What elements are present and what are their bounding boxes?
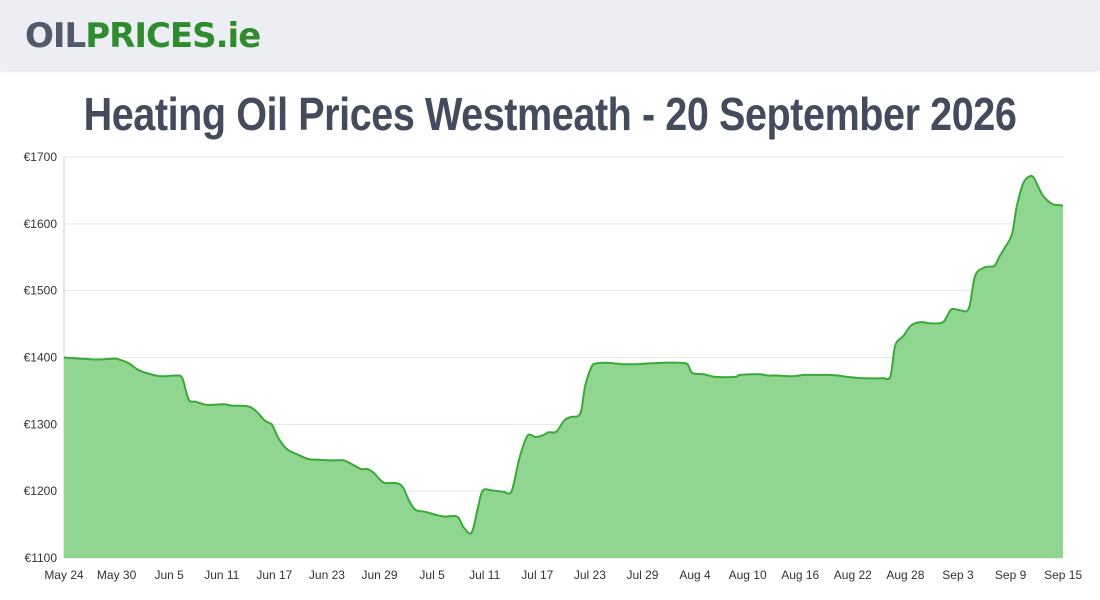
x-tick-label: Aug 16 [781,568,819,582]
x-tick-label: Jun 23 [309,568,345,582]
x-tick-label: Aug 22 [834,568,872,582]
x-tick-label: Jul 29 [626,568,658,582]
chart-axes: €1100 €1200 €1300 €1400 €1500 €1600 €1700 May 2… [24,150,1083,582]
page-title: Heating Oil Prices Westmeath - 20 Septem… [83,88,1017,140]
x-tick-label: Aug 4 [679,568,711,582]
x-tick-label: May 24 [44,568,84,582]
logo-oil-text: OIL [25,16,86,56]
x-tick-label: Aug 10 [729,568,767,582]
site-logo[interactable]: OILPRICES.ie [25,14,261,58]
y-tick-label: €1300 [24,417,58,431]
y-tick-label: €1200 [24,484,58,498]
x-tick-label: Sep 15 [1044,568,1082,582]
price-area-fill [64,175,1063,558]
price-line [63,174,1064,535]
x-tick-label: Sep 3 [942,568,974,582]
y-tick-label: €1500 [24,284,58,298]
y-tick-label: €1700 [24,150,58,164]
y-tick-label: €1400 [24,351,58,365]
y-tick-label: €1100 [25,551,58,565]
y-tick-label: €1600 [24,217,58,231]
x-tick-label: Jun 11 [204,568,239,582]
logo-prices-text: PRICES.ie [85,16,261,56]
x-tick-label: Aug 28 [886,568,924,582]
site-header: OILPRICES.ie [0,0,1100,70]
x-tick-label: Jul 11 [469,568,500,582]
x-tick-label: Jul 17 [521,568,553,582]
x-tick-label: Jun 29 [362,568,398,582]
x-tick-label: Jul 5 [419,568,445,582]
x-tick-label: Jul 23 [574,568,606,582]
x-tick-label: Jun 17 [256,568,292,582]
x-tick-label: May 30 [97,568,137,582]
x-tick-label: Jun 5 [154,568,184,582]
chart-series [63,174,1064,558]
x-tick-label: Sep 9 [995,568,1027,582]
